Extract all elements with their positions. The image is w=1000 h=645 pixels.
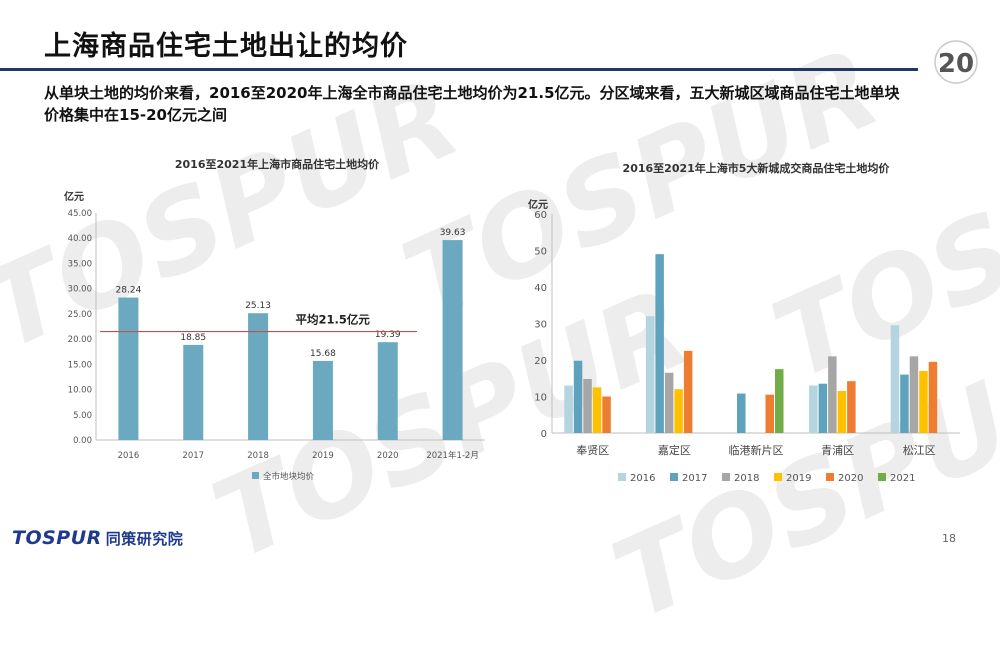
average-label: 平均21.5亿元 bbox=[295, 313, 370, 327]
title-divider bbox=[0, 68, 918, 71]
y-tick-label: 30 bbox=[534, 320, 547, 331]
bar bbox=[312, 360, 333, 440]
bar bbox=[183, 344, 204, 440]
data-label: 25.13 bbox=[245, 301, 271, 311]
y-tick-label: 35.00 bbox=[68, 259, 92, 269]
bar bbox=[765, 394, 774, 433]
legend-label: 全市地块均价 bbox=[263, 471, 315, 482]
x-tick-label: 奉贤区 bbox=[576, 443, 609, 457]
y-tick-label: 0.00 bbox=[73, 436, 92, 446]
page-number: 18 bbox=[942, 532, 956, 545]
bar bbox=[118, 297, 139, 440]
brand-name-cn: 同策研究院 bbox=[105, 530, 184, 548]
legend-swatch bbox=[722, 473, 730, 481]
legend-swatch bbox=[670, 473, 678, 481]
x-tick-label: 2019 bbox=[312, 451, 334, 461]
y-tick-label: 0 bbox=[541, 429, 547, 440]
bar bbox=[900, 374, 909, 433]
legend-swatch bbox=[826, 473, 834, 481]
bar bbox=[909, 356, 919, 433]
y-axis-label: 亿元 bbox=[64, 190, 84, 203]
bar bbox=[655, 254, 664, 433]
bar bbox=[573, 360, 583, 433]
x-tick-label: 临港新片区 bbox=[729, 443, 784, 457]
tospur-logo: TOSPUR 同策研究院 bbox=[12, 527, 183, 549]
y-tick-label: 15.00 bbox=[68, 360, 92, 370]
bar bbox=[818, 383, 828, 433]
x-tick-label: 2017 bbox=[182, 451, 204, 461]
bar bbox=[248, 313, 269, 440]
x-tick-label: 2021年1-2月 bbox=[426, 450, 479, 461]
legend-label: 2017 bbox=[682, 473, 707, 484]
legend-label: 2020 bbox=[838, 473, 863, 484]
data-label: 15.68 bbox=[310, 349, 336, 359]
bar bbox=[809, 385, 818, 433]
legend-label: 2019 bbox=[786, 473, 811, 484]
bar bbox=[377, 342, 398, 440]
anniversary-number: 20 bbox=[938, 49, 974, 79]
bar bbox=[674, 389, 683, 433]
anniversary-logo-icon: 20 bbox=[934, 40, 978, 84]
legend-swatch bbox=[878, 473, 886, 481]
y-tick-label: 40 bbox=[534, 283, 547, 294]
y-tick-label: 20 bbox=[534, 356, 547, 367]
bar bbox=[775, 369, 784, 433]
y-tick-label: 5.00 bbox=[73, 411, 92, 421]
data-label: 39.63 bbox=[440, 228, 466, 238]
bar bbox=[837, 391, 847, 433]
bar bbox=[737, 393, 746, 433]
bar bbox=[564, 385, 573, 433]
y-tick-label: 10.00 bbox=[68, 386, 92, 396]
y-tick-label: 45.00 bbox=[68, 209, 92, 219]
data-label: 28.24 bbox=[116, 286, 142, 296]
page-title: 上海商品住宅土地出让的均价 bbox=[44, 31, 408, 62]
legend-swatch bbox=[618, 473, 626, 481]
y-tick-label: 50 bbox=[534, 247, 547, 258]
bar bbox=[928, 361, 938, 433]
legend-label: 2016 bbox=[630, 473, 655, 484]
brand-name: TOSPUR bbox=[12, 527, 102, 549]
data-label: 18.85 bbox=[180, 333, 206, 343]
bar bbox=[645, 316, 655, 433]
bar bbox=[442, 240, 463, 440]
legend-swatch bbox=[774, 473, 782, 481]
x-tick-label: 嘉定区 bbox=[658, 443, 691, 457]
x-tick-label: 2016 bbox=[118, 451, 140, 461]
y-axis-label: 亿元 bbox=[528, 198, 548, 211]
bar bbox=[592, 387, 602, 433]
y-tick-label: 10 bbox=[534, 393, 547, 404]
x-tick-label: 2018 bbox=[247, 451, 269, 461]
x-tick-label: 2020 bbox=[377, 451, 399, 461]
x-tick-label: 青浦区 bbox=[821, 444, 854, 457]
y-tick-label: 25.00 bbox=[68, 310, 92, 320]
y-tick-label: 40.00 bbox=[68, 234, 92, 244]
data-label: 19.39 bbox=[375, 330, 401, 340]
bar bbox=[683, 350, 693, 433]
chart-title: 2016至2021年上海市5大新城成交商品住宅土地均价 bbox=[623, 161, 891, 175]
bar bbox=[828, 356, 837, 433]
bar bbox=[583, 378, 592, 433]
legend-label: 2021 bbox=[890, 473, 915, 484]
summary-text: 从单块土地的均价来看，2016至2020年上海全市商品住宅土地均价为21.5亿元… bbox=[44, 84, 900, 124]
legend-swatch bbox=[252, 472, 259, 479]
bar bbox=[919, 370, 928, 433]
bar bbox=[664, 372, 674, 433]
bar bbox=[847, 381, 856, 433]
y-tick-label: 30.00 bbox=[68, 285, 92, 295]
x-tick-label: 松江区 bbox=[903, 443, 936, 457]
y-tick-label: 60 bbox=[534, 210, 547, 221]
chart-title: 2016至2021年上海市商品住宅土地均价 bbox=[175, 157, 380, 171]
bar bbox=[890, 325, 900, 433]
legend-label: 2018 bbox=[734, 473, 759, 484]
bar bbox=[602, 396, 611, 433]
y-tick-label: 20.00 bbox=[68, 335, 92, 345]
